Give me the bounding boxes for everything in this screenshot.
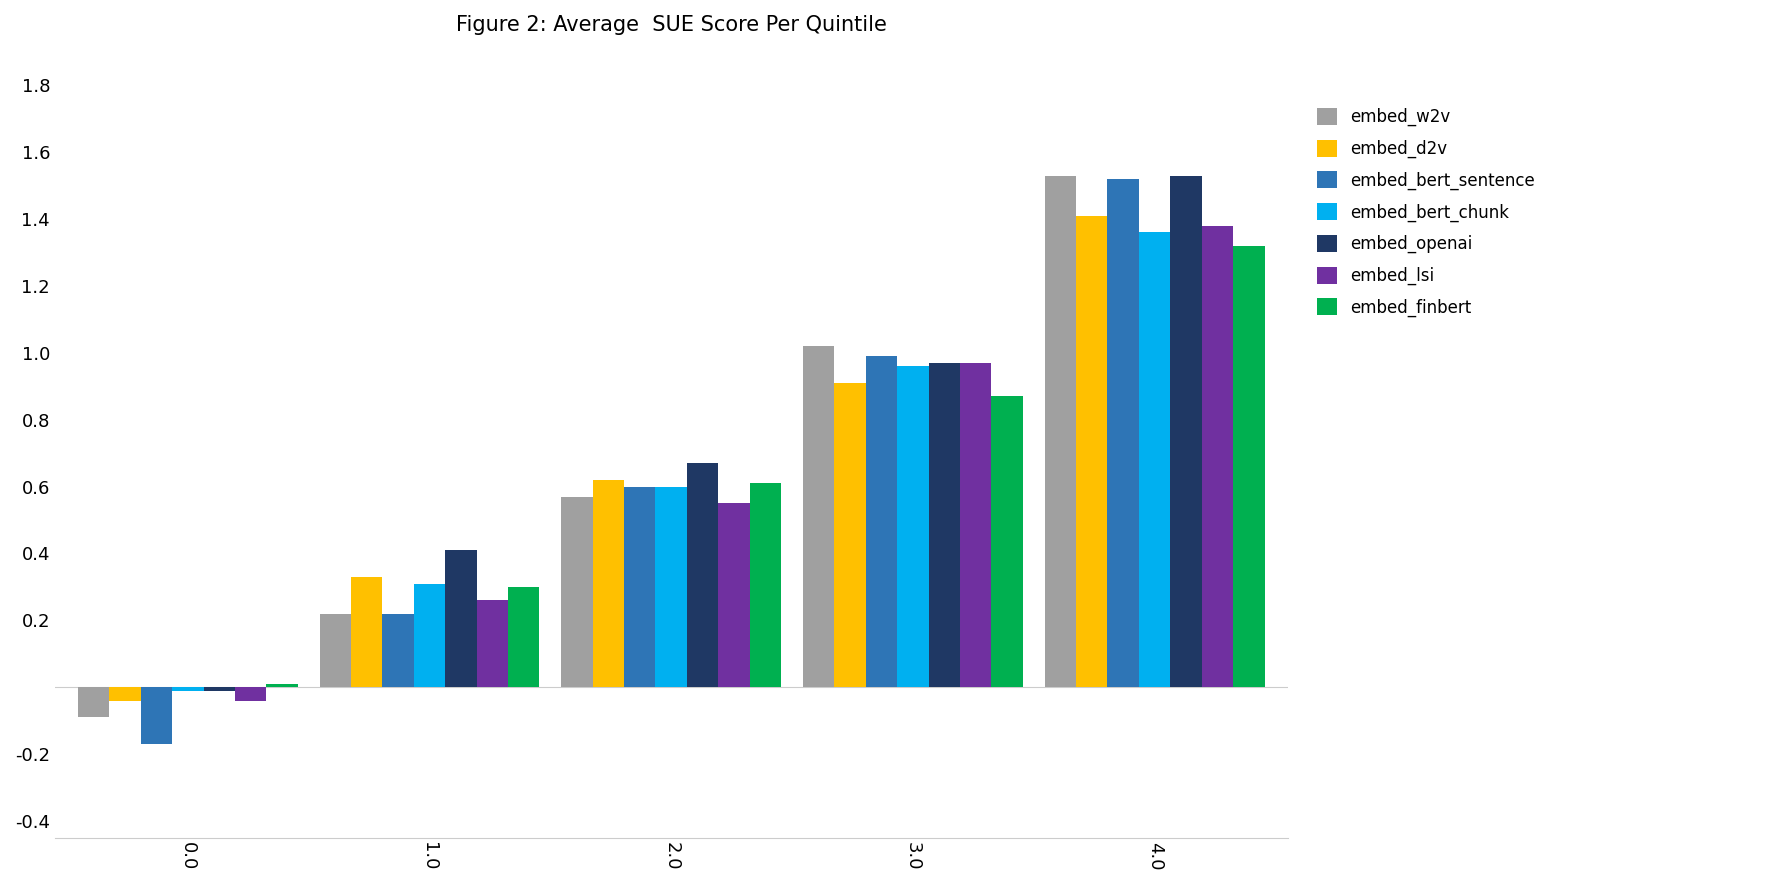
Bar [1139,232,1170,688]
Title: Figure 2: Average  SUE Score Per Quintile: Figure 2: Average SUE Score Per Quintile [455,15,886,35]
Legend: embed_w2v, embed_d2v, embed_bert_sentence, embed_bert_chunk, embed_openai, embed: embed_w2v, embed_d2v, embed_bert_sentenc… [1308,99,1543,325]
Bar [750,483,781,688]
Bar [897,366,929,688]
Bar [656,486,688,688]
Bar [78,688,110,718]
Bar [140,688,172,744]
Bar [1045,175,1076,688]
Bar [803,346,835,688]
Bar [1170,175,1201,688]
Bar [1233,245,1265,688]
Bar [624,486,656,688]
Bar [688,463,718,688]
Bar [351,577,383,688]
Bar [383,614,415,688]
Bar [835,383,867,688]
Bar [1108,179,1139,688]
Bar [718,503,750,688]
Bar [172,688,204,690]
Bar [110,688,140,701]
Bar [319,614,351,688]
Bar [562,496,592,688]
Bar [509,587,539,688]
Bar [266,684,298,688]
Bar [477,600,509,688]
Bar [1076,215,1108,688]
Bar [1201,226,1233,688]
Bar [415,584,445,688]
Bar [204,688,236,690]
Bar [445,550,477,688]
Bar [992,396,1022,688]
Bar [929,362,960,688]
Bar [592,480,624,688]
Bar [867,356,897,688]
Bar [236,688,266,701]
Bar [960,362,992,688]
